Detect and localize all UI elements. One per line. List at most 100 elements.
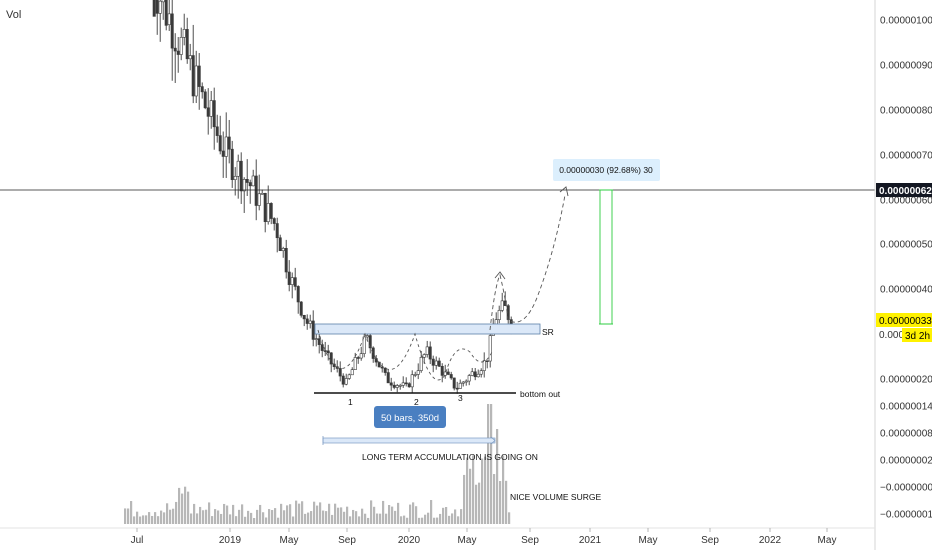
candle-body [251, 175, 255, 187]
volume-bar [487, 404, 490, 524]
time-tick-label: 2019 [219, 535, 242, 546]
candle-body [440, 365, 444, 376]
candle-body [389, 382, 393, 386]
candle-body [446, 371, 450, 375]
candle-body [293, 277, 297, 287]
volume-bar [127, 508, 130, 524]
candle-body [434, 360, 438, 366]
volume-bar [250, 512, 253, 524]
price-tick-label: 0.00000008 [880, 429, 932, 440]
measure-box[interactable] [553, 159, 660, 181]
volume-bar [505, 480, 508, 524]
volume-bar [253, 517, 256, 524]
current-price-tag [876, 313, 932, 327]
candle-body [212, 100, 216, 128]
candle-body [218, 135, 222, 152]
volume-bar [241, 504, 244, 524]
volume-bar [391, 506, 394, 524]
volume-bar [421, 517, 424, 524]
volume-bar [130, 501, 133, 524]
candlesticks [152, 0, 513, 394]
bars-range-label-box[interactable] [374, 406, 446, 428]
volume-bar [223, 503, 226, 524]
volume-bar [187, 491, 190, 524]
volume-bar [160, 510, 163, 524]
candle-body [203, 91, 207, 109]
candle-body [353, 357, 357, 370]
candle-body [248, 182, 252, 187]
candle-body [239, 160, 243, 192]
volume-bar [490, 404, 493, 524]
volume-bar [406, 517, 409, 524]
volume-bar [355, 511, 358, 524]
candle-body [416, 370, 420, 375]
volume-bar [205, 509, 208, 524]
candle-body [302, 314, 306, 320]
price-tick-label: 0.00000100 [880, 16, 932, 27]
candle-body [371, 347, 375, 359]
volume-bar [469, 468, 472, 524]
volume-bar [262, 512, 265, 524]
candle-body [395, 385, 399, 388]
candle-body [173, 47, 177, 52]
accumulation-range[interactable] [322, 437, 496, 444]
volume-bar [436, 517, 439, 524]
volume-bar [166, 503, 169, 524]
volume-bar [439, 513, 442, 524]
candle-body [182, 29, 186, 38]
candle-body [461, 381, 465, 384]
candle-body [314, 338, 318, 340]
candle-body [161, 0, 165, 3]
volume-bar [493, 474, 496, 524]
time-tick-label: May [458, 535, 477, 546]
sr-zone[interactable] [314, 323, 541, 335]
volume-bar [256, 509, 259, 524]
candle-body [167, 13, 171, 26]
candle-body [365, 335, 369, 338]
volume-bar [220, 513, 223, 524]
candle-body [230, 148, 234, 180]
volume-bar [388, 504, 391, 524]
volume-bar [397, 502, 400, 524]
volume-bar [280, 503, 283, 524]
volume-bar [412, 502, 415, 524]
volume-surge-label: NICE VOLUME SURGE [510, 492, 601, 502]
volume-bar [448, 515, 451, 524]
last-price-tag [876, 183, 932, 197]
volume-bar [226, 505, 229, 524]
volume-bar [274, 508, 277, 524]
candle-body [485, 360, 489, 362]
time-tick-label: May [280, 535, 299, 546]
candle-body [344, 378, 348, 385]
volume-bar [427, 512, 430, 524]
candle-body [497, 310, 501, 320]
volume-bar [157, 516, 160, 524]
candle-body [317, 338, 321, 345]
bottom-point-3: 3 [458, 393, 463, 403]
candle-body [443, 371, 447, 376]
candle-body [374, 358, 378, 363]
volume-bar [145, 515, 148, 524]
candle-body [386, 372, 390, 384]
volume-bar [151, 515, 154, 524]
time-tick-label: Jul [131, 535, 144, 546]
candle-body [467, 375, 471, 382]
volume-bar [457, 516, 460, 524]
measure-label: 0.00000030 (92.68%) 30 [559, 165, 653, 175]
candle-body [236, 160, 240, 177]
volume-bar [385, 513, 388, 524]
candle-body [449, 374, 453, 379]
volume-bar [136, 511, 139, 524]
volume-bar [508, 512, 511, 524]
price-tick-label: 0.00000050 [880, 240, 932, 251]
candle-body [359, 353, 363, 359]
candle-body [245, 179, 249, 183]
volume-bar [418, 517, 421, 524]
price-tick-label: −0.00000004 [880, 483, 932, 494]
candle-body [347, 374, 351, 379]
volume-bar [217, 510, 220, 524]
candle-body [323, 350, 327, 352]
volume-bar [451, 513, 454, 524]
volume-bar [190, 513, 193, 524]
